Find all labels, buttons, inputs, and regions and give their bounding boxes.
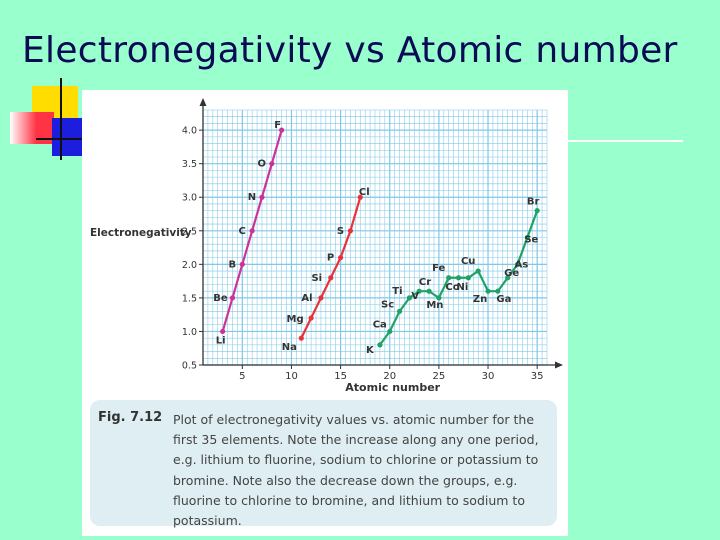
point-label-c: C [238, 226, 245, 237]
caption-box: Fig. 7.12 Plot of electronegativity valu… [90, 400, 557, 528]
figure-label: Fig. 7.12 [98, 410, 163, 425]
data-point-o [269, 161, 275, 167]
data-point-p [338, 255, 344, 261]
point-label-ti: Ti [392, 286, 402, 297]
data-point-zn [485, 288, 491, 294]
x-axis-label: Atomic number [345, 381, 440, 394]
point-label-o: O [258, 159, 267, 170]
y-tick-label: 1.0 [182, 327, 197, 338]
data-point-ca [387, 328, 393, 335]
data-point-na [298, 335, 304, 341]
data-point-sc [396, 308, 403, 314]
title-underline-rule [565, 140, 683, 142]
data-point-f [279, 127, 285, 133]
point-label-se: Se [524, 235, 538, 246]
point-label-cr: Cr [419, 277, 431, 288]
data-point-as [514, 261, 521, 267]
data-point-ni [465, 275, 471, 281]
point-label-cu: Cu [461, 256, 475, 267]
data-point-c [249, 228, 255, 234]
y-tick-label: 0.5 [182, 361, 197, 372]
point-label-na: Na [282, 342, 297, 353]
point-label-ga: Ga [496, 294, 511, 305]
decor-horizontal-line [36, 138, 86, 140]
data-point-mn [436, 295, 442, 301]
figure-panel: 5 10 15 20 25 30 35 0.5 1.0 1.5 2.0 2.5 3.0 3.5 4.0 Ato… [82, 90, 568, 536]
data-point-co [455, 275, 462, 281]
point-label-k: K [366, 345, 375, 356]
x-tick-label: 5 [239, 371, 245, 382]
electronegativity-chart: 5 10 15 20 25 30 35 0.5 1.0 1.5 2.0 2.5 3.0 3.5 4.0 Ato… [90, 98, 563, 394]
x-tick-label: 30 [482, 371, 495, 382]
data-point-ti [406, 295, 412, 301]
data-point-s [347, 228, 354, 234]
y-tick-label: 2.0 [182, 260, 197, 271]
x-tick-label: 10 [285, 371, 298, 382]
point-label-as: As [515, 259, 529, 270]
y-tick-label: 3.5 [182, 159, 197, 170]
point-label-p: P [327, 253, 334, 264]
point-label-mn: Mn [426, 300, 443, 311]
data-point-al [318, 295, 324, 301]
x-tick-label: 15 [334, 371, 347, 382]
x-tick-label: 20 [383, 371, 396, 382]
data-point-li [220, 328, 226, 335]
y-tick-label: 4.0 [182, 126, 197, 137]
data-point-be [229, 295, 236, 301]
point-label-mg: Mg [287, 314, 304, 325]
y-axis-label: Electronegativity [90, 227, 192, 239]
point-label-s: S [337, 226, 344, 237]
decor-vertical-line [60, 78, 62, 160]
point-label-al: Al [301, 293, 312, 304]
data-point-cr [426, 288, 432, 294]
point-label-br: Br [527, 197, 540, 208]
point-label-ge: Ge [504, 268, 519, 279]
data-point-ge [505, 275, 511, 281]
data-point-ga [495, 288, 501, 294]
data-point-si [328, 275, 334, 281]
x-tick-label: 35 [531, 371, 544, 382]
data-point-v [416, 288, 422, 294]
slide-title: Electronegativity vs Atomic number [22, 30, 678, 71]
point-label-ca: Ca [373, 319, 387, 330]
point-label-sc: Sc [381, 299, 394, 310]
point-label-li: Li [216, 335, 226, 346]
point-label-n: N [248, 192, 256, 203]
point-label-si: Si [311, 273, 322, 284]
point-label-cl: Cl [359, 187, 370, 198]
point-label-be: Be [213, 293, 228, 304]
data-point-cu [475, 268, 481, 274]
data-point-fe [446, 275, 452, 281]
data-point-k [377, 342, 383, 348]
point-label-b: B [229, 259, 237, 270]
figure-caption: Plot of electronegativity values vs. ato… [173, 412, 539, 529]
data-point-n [259, 194, 265, 200]
data-point-mg [308, 315, 314, 321]
data-point-b [239, 261, 245, 267]
data-point-br [534, 208, 540, 214]
point-label-co: Co [445, 282, 459, 293]
data-point-cl [357, 194, 363, 200]
y-tick-label: 1.5 [182, 293, 197, 304]
point-label-ni: Ni [456, 282, 468, 293]
data-point-se [524, 234, 530, 241]
y-axis-arrow [199, 98, 207, 106]
y-tick-label: 2.5 [182, 226, 197, 237]
point-label-zn: Zn [473, 294, 487, 305]
point-label-fe: Fe [432, 263, 445, 274]
x-tick-label: 25 [433, 371, 446, 382]
point-label-f: F [274, 120, 281, 131]
y-tick-label: 3.0 [182, 193, 197, 204]
x-axis-arrow [555, 361, 563, 369]
point-label-v: V [411, 291, 419, 302]
grid [202, 109, 548, 366]
